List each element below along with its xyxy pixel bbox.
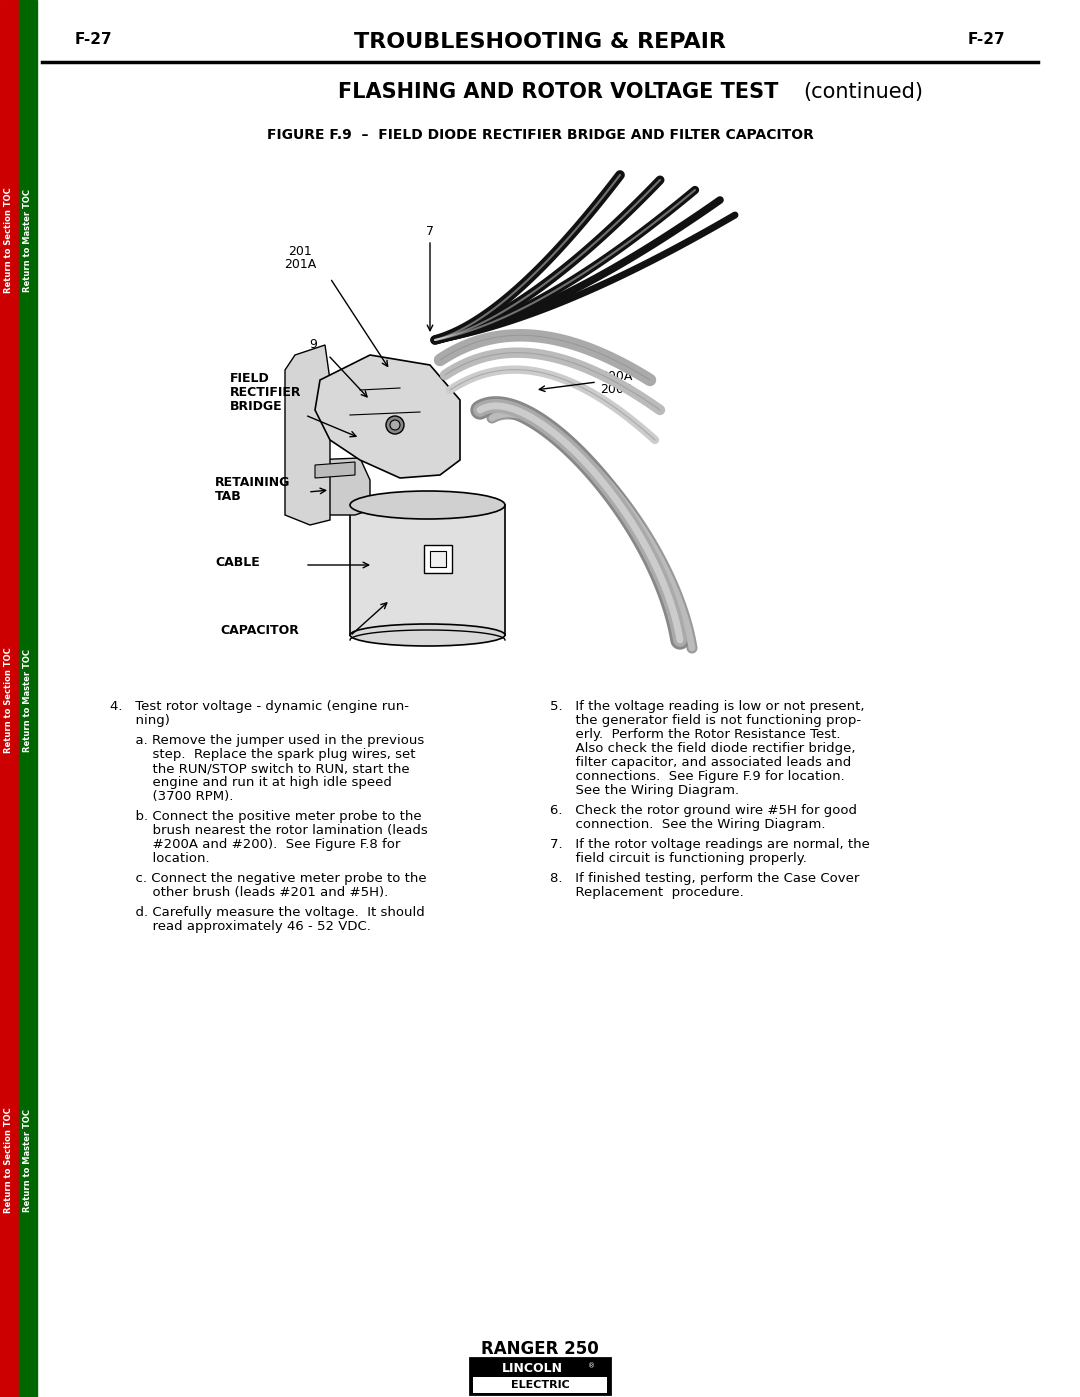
Text: the generator field is not functioning prop-: the generator field is not functioning p…	[550, 714, 861, 726]
Bar	[430, 550, 446, 567]
Text: 201A: 201A	[284, 258, 316, 271]
Polygon shape	[285, 345, 330, 525]
Ellipse shape	[386, 416, 404, 434]
Text: LINCOLN: LINCOLN	[501, 1362, 563, 1375]
Polygon shape	[310, 458, 370, 515]
Text: FIGURE F.9  –  FIELD DIODE RECTIFIER BRIDGE AND FILTER CAPACITOR: FIGURE F.9 – FIELD DIODE RECTIFIER BRIDG…	[267, 129, 813, 142]
Text: 201: 201	[288, 244, 312, 258]
Text: See the Wiring Diagram.: See the Wiring Diagram.	[550, 784, 739, 798]
Text: 200B: 200B	[600, 383, 633, 395]
Text: RETAINING: RETAINING	[215, 476, 291, 489]
Text: c. Connect the negative meter probe to the: c. Connect the negative meter probe to t…	[110, 872, 427, 886]
Ellipse shape	[350, 490, 505, 520]
Text: (3700 RPM).: (3700 RPM).	[110, 789, 233, 803]
Text: step.  Replace the spark plug wires, set: step. Replace the spark plug wires, set	[110, 747, 416, 761]
Bar	[470, 1358, 610, 1394]
Text: field circuit is functioning properly.: field circuit is functioning properly.	[550, 852, 807, 865]
Bar	[0, 0, 18, 1397]
Ellipse shape	[390, 420, 400, 430]
Polygon shape	[315, 462, 355, 478]
Bar	[423, 545, 451, 573]
Text: erly.  Perform the Rotor Resistance Test.: erly. Perform the Rotor Resistance Test.	[550, 728, 840, 740]
Text: ELECTRIC: ELECTRIC	[511, 1380, 569, 1390]
Text: 200A: 200A	[600, 370, 633, 383]
Text: ning): ning)	[110, 714, 170, 726]
Text: Return to Master TOC: Return to Master TOC	[24, 648, 32, 752]
Text: Return to Section TOC: Return to Section TOC	[4, 1108, 14, 1213]
Text: connection.  See the Wiring Diagram.: connection. See the Wiring Diagram.	[550, 819, 825, 831]
Text: TROUBLESHOOTING & REPAIR: TROUBLESHOOTING & REPAIR	[354, 32, 726, 52]
Text: Return to Section TOC: Return to Section TOC	[4, 187, 14, 293]
Text: F-27: F-27	[75, 32, 112, 47]
Text: CABLE: CABLE	[215, 556, 260, 569]
Text: location.: location.	[110, 852, 210, 865]
Text: Also check the field diode rectifier bridge,: Also check the field diode rectifier bri…	[550, 742, 855, 754]
Text: #200A and #200).  See Figure F.8 for: #200A and #200). See Figure F.8 for	[110, 838, 401, 851]
Text: FLASHING AND ROTOR VOLTAGE TEST: FLASHING AND ROTOR VOLTAGE TEST	[338, 82, 779, 102]
Text: ®: ®	[589, 1363, 595, 1369]
Text: b. Connect the positive meter probe to the: b. Connect the positive meter probe to t…	[110, 810, 421, 823]
Text: 5.   If the voltage reading is low or not present,: 5. If the voltage reading is low or not …	[550, 700, 864, 712]
Text: filter capacitor, and associated leads and: filter capacitor, and associated leads a…	[550, 756, 851, 768]
Text: FIELD: FIELD	[230, 372, 270, 386]
Text: 8.   If finished testing, perform the Case Cover: 8. If finished testing, perform the Case…	[550, 872, 860, 886]
Text: other brush (leads #201 and #5H).: other brush (leads #201 and #5H).	[110, 886, 388, 900]
Text: Return to Master TOC: Return to Master TOC	[24, 189, 32, 292]
Bar	[350, 504, 505, 636]
Text: 9: 9	[309, 338, 316, 351]
Text: read approximately 46 - 52 VDC.: read approximately 46 - 52 VDC.	[110, 921, 370, 933]
Ellipse shape	[350, 624, 505, 645]
Text: connections.  See Figure F.9 for location.: connections. See Figure F.9 for location…	[550, 770, 845, 782]
Bar	[473, 1376, 607, 1393]
Text: 7: 7	[426, 225, 434, 237]
Text: engine and run it at high idle speed: engine and run it at high idle speed	[110, 775, 392, 789]
Polygon shape	[315, 355, 460, 478]
Text: Replacement  procedure.: Replacement procedure.	[550, 886, 744, 900]
Text: (continued): (continued)	[804, 82, 923, 102]
Text: 6.   Check the rotor ground wire #5H for good: 6. Check the rotor ground wire #5H for g…	[550, 805, 858, 817]
Text: CAPACITOR: CAPACITOR	[220, 624, 299, 637]
Text: 7.   If the rotor voltage readings are normal, the: 7. If the rotor voltage readings are nor…	[550, 838, 869, 851]
Text: d. Carefully measure the voltage.  It should: d. Carefully measure the voltage. It sho…	[110, 907, 424, 919]
Text: RANGER 250: RANGER 250	[481, 1340, 599, 1358]
Text: F-27: F-27	[968, 32, 1005, 47]
Text: BRIDGE: BRIDGE	[230, 400, 283, 414]
Text: 4.   Test rotor voltage - dynamic (engine run-: 4. Test rotor voltage - dynamic (engine …	[110, 700, 409, 712]
Text: a. Remove the jumper used in the previous: a. Remove the jumper used in the previou…	[110, 733, 424, 747]
Text: RECTIFIER: RECTIFIER	[230, 386, 301, 400]
Text: the RUN/STOP switch to RUN, start the: the RUN/STOP switch to RUN, start the	[110, 761, 409, 775]
Text: Return to Master TOC: Return to Master TOC	[24, 1108, 32, 1211]
Text: brush nearest the rotor lamination (leads: brush nearest the rotor lamination (lead…	[110, 824, 428, 837]
Text: TAB: TAB	[215, 490, 242, 503]
Bar	[19, 0, 37, 1397]
Text: Return to Section TOC: Return to Section TOC	[4, 647, 14, 753]
